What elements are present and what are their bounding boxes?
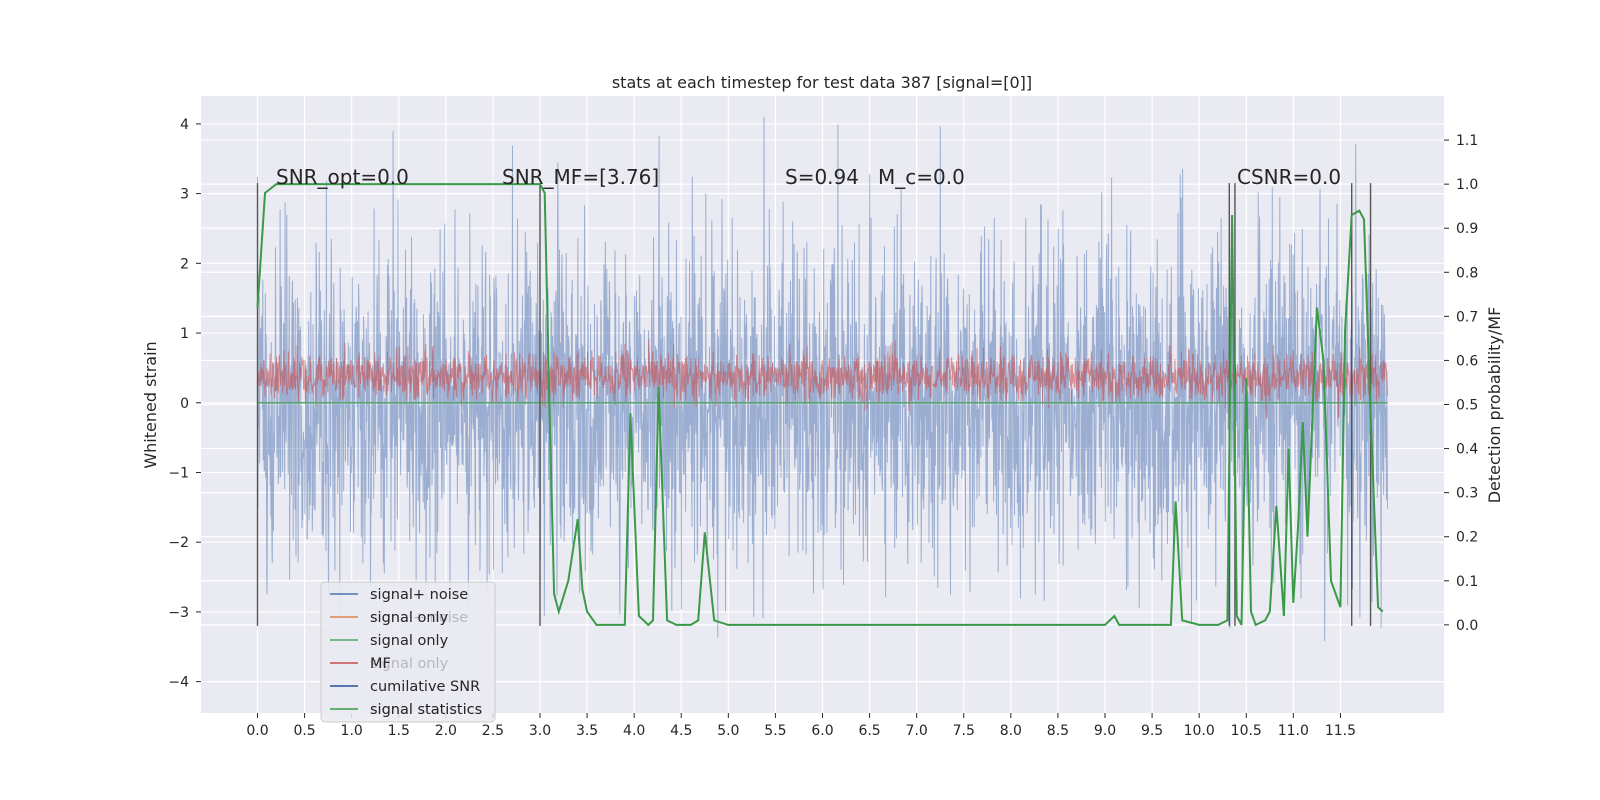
x-tick-label: 9.5 [1141, 723, 1163, 739]
y-right-tick-label: 0.2 [1456, 530, 1478, 546]
annotation-s: S=0.94 [785, 165, 859, 189]
x-tick-label: 7.5 [953, 723, 975, 739]
legend: signal+ noise signal only signal statist… [320, 581, 496, 723]
x-tick-label: 6.0 [811, 723, 833, 739]
x-tick-label: 3.5 [576, 723, 598, 739]
x-tick-label: 2.0 [435, 723, 457, 739]
y-axis-left: 4 3 2 1 0 −1 −2 −3 −4 [168, 117, 201, 691]
y-axis-right-label: Detection probability/MF [1485, 307, 1504, 504]
y-right-tick-label: 0.6 [1456, 353, 1478, 369]
y-right-tick-label: 0.9 [1456, 221, 1478, 237]
signal-statistics-series [256, 183, 1384, 627]
x-axis: 0.0 0.5 1.0 1.5 2.0 2.5 3.0 3.5 4.0 4.5 5.0 5.5 6.0 6… [246, 713, 1356, 739]
mf-line [257, 338, 1388, 419]
x-tick-label: 10.5 [1231, 723, 1262, 739]
y-right-tick-label: 0.4 [1456, 442, 1478, 458]
legend-ghost-label: signal only [370, 656, 449, 672]
y-right-tick-label: 0.7 [1456, 309, 1478, 325]
x-tick-label: 11.0 [1278, 723, 1309, 739]
annotation-csnr: CSNR=0.0 [1237, 165, 1341, 189]
y-axis-label: Whitened strain [141, 341, 160, 468]
legend-ghost-label: signal+ noise [370, 610, 468, 626]
x-tick-label: 7.0 [906, 723, 928, 739]
x-tick-label: 10.0 [1184, 723, 1215, 739]
x-tick-label: 9.0 [1094, 723, 1116, 739]
x-tick-label: 0.0 [246, 723, 268, 739]
x-tick-label: 5.5 [764, 723, 786, 739]
y-tick-label: −4 [168, 675, 189, 691]
legend-label: signal only [370, 610, 449, 626]
y-tick-label: −1 [168, 465, 189, 481]
y-tick-label: 2 [180, 256, 189, 272]
x-tick-label: 11.5 [1325, 723, 1356, 739]
x-tick-label: 6.5 [858, 723, 880, 739]
x-tick-label: 1.0 [341, 723, 363, 739]
chart-title: stats at each timestep for test data 387… [612, 73, 1032, 92]
y-right-tick-label: 1.0 [1456, 177, 1478, 193]
legend-label: signal statistics [370, 702, 482, 718]
legend-label: MF [370, 656, 391, 672]
x-tick-label: 4.0 [623, 723, 645, 739]
y-right-tick-label: 0.8 [1456, 265, 1478, 281]
legend-label: signal+ noise [370, 587, 468, 603]
annotation-snr-mf: SNR_MF=[3.76] [502, 165, 659, 189]
annotation-mc: M_c=0.0 [878, 165, 965, 189]
y-axis-right: 1.1 1.0 0.9 0.8 0.7 0.6 0.5 0.4 0.3 0.2 0.1 0.0 [1444, 133, 1478, 634]
legend-label: signal only [370, 633, 449, 649]
x-tick-label: 4.5 [670, 723, 692, 739]
y-tick-label: −3 [168, 605, 189, 621]
y-tick-label: 0 [180, 396, 189, 412]
annotation-snr-opt: SNR_opt=0.0 [276, 165, 409, 189]
y-right-tick-label: 1.1 [1456, 133, 1478, 149]
x-tick-label: 0.5 [293, 723, 315, 739]
y-right-tick-label: 0.1 [1456, 574, 1478, 590]
legend-ghost-label: signal statistics [370, 702, 482, 718]
x-tick-label: 5.0 [717, 723, 739, 739]
y-right-tick-label: 0.3 [1456, 486, 1478, 502]
y-right-tick-label: 0.5 [1456, 398, 1478, 414]
signal-statistics-line [256, 183, 1384, 627]
x-tick-label: 8.5 [1047, 723, 1069, 739]
legend-label: cumilative SNR [370, 679, 480, 695]
legend-box [320, 581, 496, 723]
x-tick-label: 3.0 [529, 723, 551, 739]
mf-series [257, 338, 1388, 419]
y-right-tick-label: 0.0 [1456, 618, 1478, 634]
y-tick-label: 1 [180, 326, 189, 342]
x-tick-label: 2.5 [482, 723, 504, 739]
x-tick-label: 1.5 [388, 723, 410, 739]
y-tick-label: −2 [168, 535, 189, 551]
y-tick-label: 4 [180, 117, 189, 133]
x-tick-label: 8.0 [1000, 723, 1022, 739]
y-tick-label: 3 [180, 187, 189, 203]
